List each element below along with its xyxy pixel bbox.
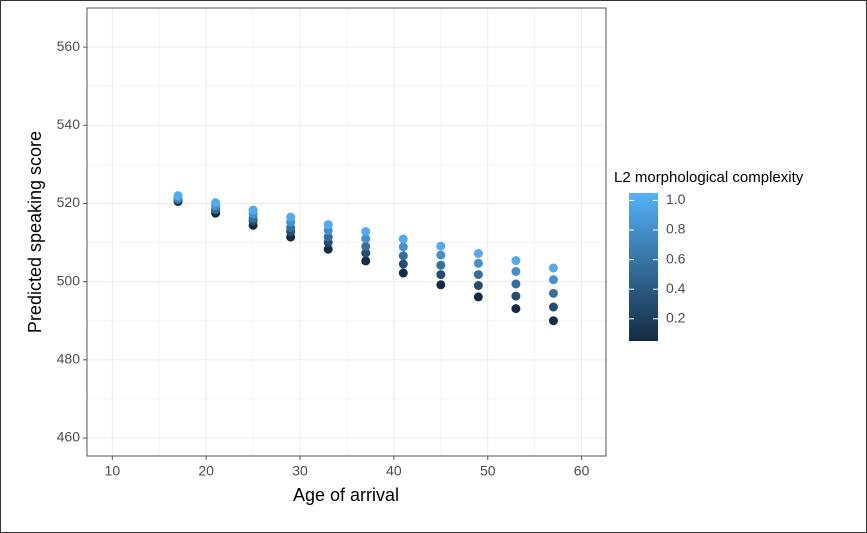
point — [436, 280, 446, 290]
point — [511, 256, 521, 266]
point — [511, 279, 521, 289]
x-axis-title: Age of arrival — [293, 485, 399, 505]
legend-title: L2 morphological complexity — [614, 169, 804, 186]
colorbar — [629, 193, 658, 341]
point — [361, 241, 371, 251]
colorbar-tick-label: 1.0 — [666, 191, 686, 207]
point — [211, 198, 221, 208]
point — [173, 191, 183, 201]
y-axis-title: Predicted speaking score — [25, 131, 45, 333]
point — [473, 249, 483, 259]
point — [436, 270, 446, 280]
point — [398, 242, 408, 252]
point — [398, 234, 408, 244]
point — [548, 316, 558, 326]
point — [361, 234, 371, 244]
y-tick-label: 460 — [57, 429, 81, 445]
colorbar-tick-label: 0.2 — [666, 310, 686, 326]
colorbar-tick-label: 0.4 — [666, 280, 686, 296]
point — [511, 304, 521, 314]
point — [398, 268, 408, 278]
colorbar-tick-label: 0.8 — [666, 221, 686, 237]
colorbar-tick-label: 0.6 — [666, 250, 686, 266]
y-tick-label: 480 — [57, 351, 81, 367]
point — [398, 251, 408, 261]
point — [436, 241, 446, 251]
x-tick-label: 40 — [386, 463, 402, 479]
point — [473, 281, 483, 291]
y-tick-label: 520 — [57, 194, 81, 210]
x-tick-label: 10 — [105, 463, 121, 479]
point — [548, 302, 558, 312]
panel-border — [86, 7, 607, 457]
x-tick-label: 20 — [198, 463, 214, 479]
point — [511, 291, 521, 301]
point — [473, 292, 483, 302]
y-tick-label: 540 — [57, 116, 81, 132]
point — [286, 212, 296, 222]
x-tick-label: 30 — [292, 463, 308, 479]
point — [473, 258, 483, 268]
point — [548, 263, 558, 273]
point — [436, 260, 446, 270]
point — [323, 232, 333, 242]
point — [361, 256, 371, 266]
point — [436, 250, 446, 260]
point — [323, 220, 333, 230]
y-tick-label: 560 — [57, 38, 81, 54]
point — [473, 270, 483, 280]
point — [548, 275, 558, 285]
point — [361, 227, 371, 237]
point — [323, 244, 333, 254]
x-tick-label: 60 — [574, 463, 590, 479]
point — [548, 288, 558, 298]
point — [248, 205, 258, 215]
point — [361, 248, 371, 258]
x-tick-label: 50 — [480, 463, 496, 479]
point — [398, 259, 408, 269]
point — [511, 266, 521, 276]
y-tick-label: 500 — [57, 272, 81, 288]
